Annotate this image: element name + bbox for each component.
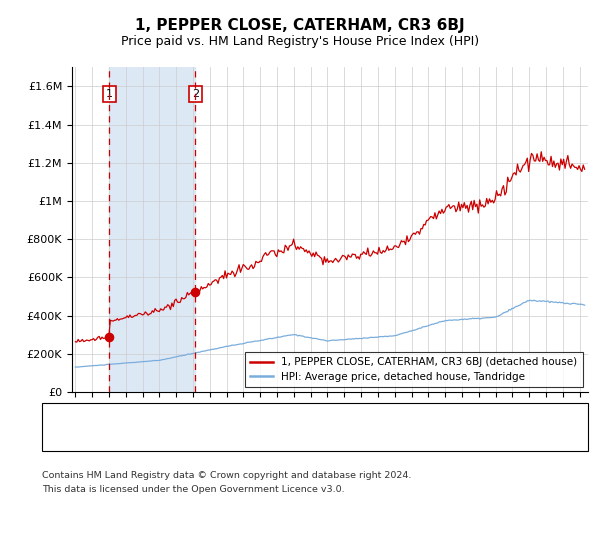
Text: 1, PEPPER CLOSE, CATERHAM, CR3 6BJ: 1, PEPPER CLOSE, CATERHAM, CR3 6BJ (135, 18, 465, 32)
Text: 67% ↑ HPI: 67% ↑ HPI (342, 410, 404, 424)
Point (190, 287, 200, 296)
Text: 2: 2 (191, 89, 199, 99)
Text: This data is licensed under the Open Government Licence v3.0.: This data is licensed under the Open Gov… (42, 486, 344, 494)
Text: 1: 1 (106, 89, 113, 99)
Text: 1: 1 (50, 412, 58, 422)
Text: £290,000: £290,000 (228, 410, 284, 424)
Text: Contains HM Land Registry data © Crown copyright and database right 2024.: Contains HM Land Registry data © Crown c… (42, 472, 412, 480)
Text: £525,000: £525,000 (228, 433, 284, 446)
Text: 46% ↑ HPI: 46% ↑ HPI (342, 433, 404, 446)
Text: 09-JAN-1997: 09-JAN-1997 (84, 410, 158, 424)
Legend: 1, PEPPER CLOSE, CATERHAM, CR3 6BJ (detached house), HPI: Average price, detache: 1, PEPPER CLOSE, CATERHAM, CR3 6BJ (deta… (245, 352, 583, 387)
Text: 22-FEB-2002: 22-FEB-2002 (84, 433, 160, 446)
Text: 2: 2 (50, 435, 58, 445)
Bar (109, 67, 195, 392)
Text: Price paid vs. HM Land Registry's House Price Index (HPI): Price paid vs. HM Land Registry's House … (121, 35, 479, 49)
Point (104, 332, 114, 341)
